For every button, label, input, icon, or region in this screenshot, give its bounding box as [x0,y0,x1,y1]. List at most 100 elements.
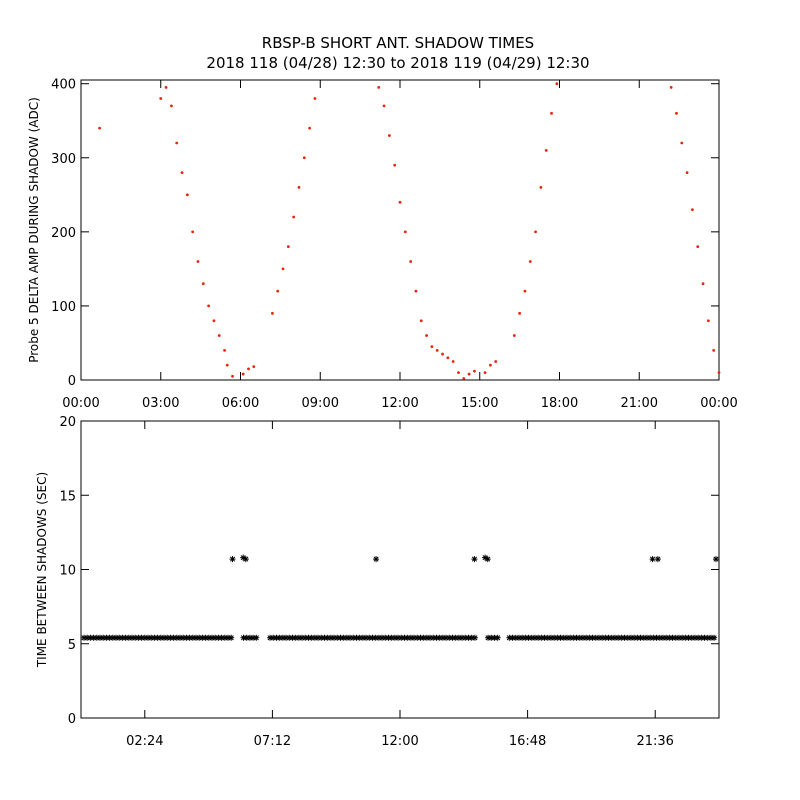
data-point [138,634,145,641]
data-point [201,282,205,286]
data-point [695,634,702,641]
data-point [286,634,293,641]
data-point [177,634,183,641]
data-point [84,634,91,641]
data-point [398,634,405,641]
data-point [449,634,456,641]
data-point [650,634,657,641]
data-point [482,554,489,561]
data-point [98,126,102,130]
data-point [599,634,606,641]
y-tick-label: 200 [51,226,76,241]
data-point [675,111,678,115]
title-line-2: 2018 118 (04/28) 12:30 to 2018 119 (04/2… [206,54,589,72]
data-point [483,371,487,374]
data-point [554,634,561,641]
data-point [353,634,360,641]
data-point [196,634,203,641]
data-point [701,634,708,641]
data-point [382,104,386,108]
data-point [430,345,434,349]
data-point [538,634,545,641]
data-point [289,634,296,641]
time-between-shadows-plot: 02:24 07:12 12:00 16:48 21:36 0 5 10 15 20 TIME BE… [35,415,720,749]
data-point [231,374,234,378]
data-point [446,356,450,360]
data-point [608,634,615,641]
data-point [509,634,516,641]
data-point [602,634,609,641]
data-point [494,634,501,641]
data-point [409,260,413,263]
x-tick-label: 06:00 [222,396,259,411]
data-point [167,634,174,641]
data-point [340,634,347,641]
data-point [243,634,250,641]
data-point [93,634,100,641]
data-point [180,171,184,174]
data-point [363,634,370,641]
data-point [643,634,650,641]
data-point [491,634,498,641]
data-point [246,634,253,641]
x-tick-label: 12:00 [381,396,418,411]
data-point [656,634,663,641]
data-point [701,282,705,286]
data-point [583,634,590,641]
title-line-1: RBSP-B SHORT ANT. SHADOW TIMES [262,34,534,52]
data-point [417,634,424,641]
data-point [672,634,679,641]
data-point [691,634,698,641]
data-point [468,634,475,641]
data-point [116,634,123,641]
data-point [419,319,423,323]
data-point [586,634,593,641]
data-point [544,634,551,641]
data-point [199,634,206,641]
y-tick-label: 20 [59,415,76,430]
data-point [462,377,466,380]
y-tick-label: 0 [68,712,76,727]
data-point [436,634,443,641]
data-point [113,634,119,641]
data-point [297,186,301,189]
data-point [395,634,402,641]
data-point [404,634,411,641]
data-point [186,634,193,641]
data-point [411,634,418,641]
data-point [164,86,168,89]
data-point [557,634,564,641]
data-point [87,634,94,641]
data-point [241,372,245,376]
data-point [522,634,529,641]
x-tick-label: 21:00 [621,396,658,411]
x-tick-label: 15:00 [461,396,498,411]
data-point [302,634,309,641]
data-point [221,634,228,641]
data-point [212,634,219,641]
data-point [180,634,187,641]
data-point [292,634,299,641]
data-point [494,360,498,363]
data-point [615,634,622,641]
data-point [534,230,537,234]
data-point [592,634,599,641]
data-point [164,634,171,641]
data-point [570,634,577,641]
data-point [631,634,638,641]
data-point [647,634,654,641]
y-tick-label: 300 [51,152,76,167]
data-point [618,634,625,641]
data-point [391,634,398,641]
data-point [528,634,535,641]
data-point [253,634,260,641]
data-point [393,163,397,167]
data-point [387,134,391,137]
data-point [212,319,216,323]
data-point [119,634,126,641]
data-point [373,556,380,563]
data-point [247,367,250,371]
data-point [250,634,257,641]
data-point [462,634,469,641]
